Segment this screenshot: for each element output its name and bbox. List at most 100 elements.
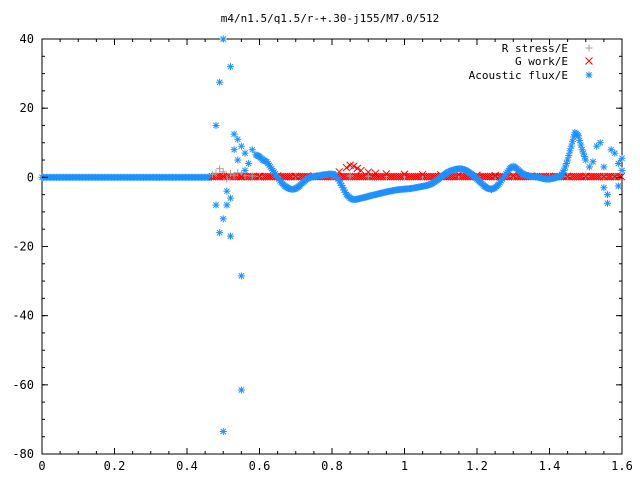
g-work-point	[353, 164, 362, 173]
g-work-point	[418, 170, 427, 179]
r-stress-point	[216, 165, 224, 173]
acoustic-flux-point	[234, 156, 242, 164]
x-tick-label: 1.4	[539, 459, 561, 473]
legend-label-r-stress: R stress/E	[502, 42, 568, 55]
x-tick-label: 1	[401, 459, 408, 473]
g-work-point	[349, 162, 358, 171]
acoustic-flux-point	[581, 153, 589, 161]
acoustic-flux-point	[212, 121, 220, 129]
acoustic-flux-point	[216, 229, 224, 237]
y-tick-label: -60	[12, 378, 34, 392]
g-work-point	[342, 163, 351, 172]
chart-title: m4/n1.5/q1.5/r-+.30-j155/M7.0/512	[221, 12, 440, 25]
acoustic-flux-point	[576, 136, 584, 144]
acoustic-flux-point	[566, 147, 574, 155]
y-tick-label: 40	[20, 32, 34, 46]
acoustic-flux-point	[248, 146, 256, 154]
x-tick-label: 1.2	[466, 459, 488, 473]
g-work-point	[357, 166, 365, 175]
r-stress-point	[219, 168, 227, 176]
acoustic-flux-point	[596, 139, 604, 147]
x-tick-label: 0	[38, 459, 45, 473]
y-tick-label: 0	[27, 170, 34, 184]
data-points	[208, 35, 626, 436]
g-work-point	[400, 170, 409, 179]
legend-marker-g-work	[585, 57, 593, 65]
acoustic-flux-point	[614, 182, 622, 190]
legend-label-g-work: G work/E	[515, 55, 568, 68]
y-tick-label: -80	[12, 447, 34, 461]
plot-frame	[41, 38, 623, 455]
x-tick-label: 0.4	[176, 459, 198, 473]
r-stress-point	[491, 173, 499, 181]
g-work-point	[581, 172, 590, 181]
acoustic-flux-point	[230, 146, 238, 154]
acoustic-flux-point	[227, 232, 234, 240]
g-work-point	[382, 170, 391, 178]
acoustic-flux-point	[212, 201, 220, 209]
legend-label-acoustic-flux: Acoustic flux/E	[469, 69, 568, 82]
g-work-point	[371, 169, 380, 178]
acoustic-flux-point	[568, 138, 576, 146]
g-work-point	[610, 172, 619, 181]
x-tick-label: 0.2	[104, 459, 126, 473]
axis-ticks: 0 0.2 0.4 0.6 0.8 1 1.2 1.4 1.6 -80 -60 -40 -20 0 20 40	[12, 32, 633, 473]
r-stress-point	[223, 175, 231, 183]
x-tick-label: 0.6	[249, 459, 271, 473]
g-work-point	[509, 171, 518, 180]
acoustic-flux-point	[219, 215, 227, 223]
acoustic-flux-point	[577, 141, 585, 149]
acoustic-flux-point	[600, 163, 608, 171]
x-tick-label: 1.6	[611, 459, 633, 473]
acoustic-flux-point	[618, 166, 626, 174]
r-stress-point	[234, 169, 242, 177]
g-work-point	[291, 172, 300, 181]
acoustic-flux-point	[565, 151, 573, 159]
r-stress-point	[208, 171, 216, 179]
acoustic-flux-point	[611, 149, 619, 157]
acoustic-flux-point	[567, 142, 575, 150]
acoustic-flux-point	[223, 201, 231, 209]
r-stress-point	[248, 172, 256, 180]
acoustic-flux-point	[241, 149, 249, 157]
g-work-point	[237, 172, 246, 181]
acoustic-flux-point	[585, 163, 593, 171]
y-tick-label: -40	[12, 309, 34, 323]
acoustic-flux-point	[219, 428, 227, 436]
y-tick-label: -20	[12, 240, 34, 254]
acoustic-flux-point	[276, 177, 284, 185]
acoustic-flux-point	[216, 78, 224, 86]
acoustic-flux-point	[245, 160, 253, 167]
r-stress-point	[364, 172, 372, 180]
acoustic-flux-point	[237, 142, 245, 150]
acoustic-flux-point	[604, 199, 611, 207]
y-tick-label: 20	[20, 101, 34, 115]
legend-marker-r-stress	[585, 44, 593, 52]
g-work-baseline-point	[617, 172, 626, 181]
g-work-point	[364, 168, 373, 176]
x-tick-label: 0.8	[321, 459, 343, 473]
acoustic-flux-point	[234, 135, 242, 143]
acoustic-flux-point	[334, 175, 342, 183]
r-stress-point	[346, 172, 354, 180]
legend: R stress/E G work/E Acoustic flux/E	[469, 42, 593, 82]
acoustic-flux-point	[600, 184, 608, 192]
r-stress-point	[227, 170, 234, 178]
acoustic-flux-point	[573, 131, 581, 139]
acoustic-flux-point	[237, 272, 245, 280]
g-work-point	[600, 172, 608, 181]
acoustic-flux-point	[570, 133, 578, 141]
acoustic-flux-point	[227, 194, 234, 202]
r-stress-point	[212, 169, 220, 177]
acoustic-flux-point	[237, 386, 245, 394]
acoustic-flux-point	[223, 187, 231, 195]
g-work-point	[219, 172, 228, 181]
acoustic-flux-point	[219, 35, 227, 43]
acoustic-flux-point	[562, 160, 570, 167]
g-work-point	[255, 172, 264, 181]
r-stress-point	[230, 171, 238, 179]
acoustic-flux-point	[618, 154, 626, 162]
legend-marker-acoustic-flux	[585, 71, 593, 79]
acoustic-flux-point	[227, 63, 234, 71]
